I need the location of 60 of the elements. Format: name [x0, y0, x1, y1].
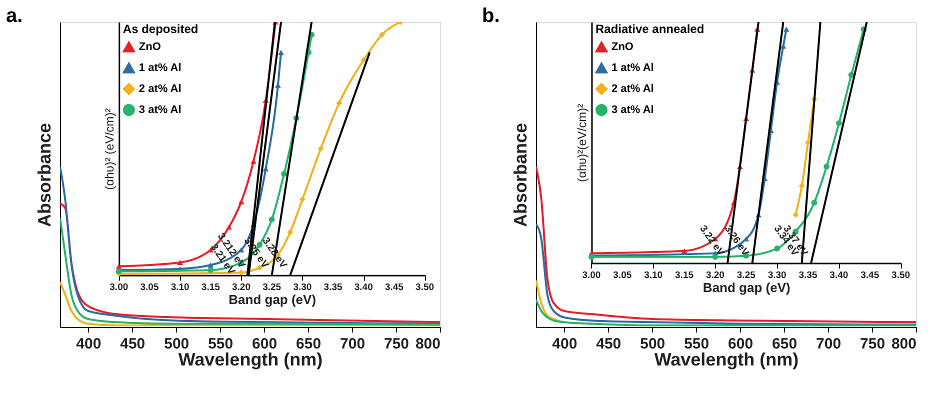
y-axis-title: (αhυ)²(eV/cm)²	[574, 104, 589, 182]
x-tick-label: 750	[860, 336, 886, 352]
x-tick-label: 3.00	[582, 270, 601, 281]
chart-title: a.	[6, 5, 23, 27]
x-tick-label: 550	[208, 336, 234, 352]
x-tick-label: 3.20	[232, 282, 251, 294]
chart-title: b.	[482, 5, 500, 27]
x-tick-label: 600	[252, 336, 278, 352]
x-tick-label: 3.20	[706, 270, 724, 281]
x-tick-label: 700	[340, 336, 366, 352]
x-tick-label: 500	[164, 336, 190, 352]
x-tick-label: 3.40	[354, 282, 373, 294]
x-axis-title: Wavelength (nm)	[654, 350, 799, 370]
x-tick-label: 3.00	[110, 282, 128, 294]
x-tick-label: 650	[296, 336, 322, 352]
legend-label: ZnO	[138, 41, 162, 53]
x-tick-label: 3.30	[293, 282, 312, 294]
x-tick-label: 3.25	[262, 282, 282, 294]
legend-label: 2 at% Al	[611, 83, 654, 95]
y-axis-title: Absorbance	[34, 122, 54, 228]
x-tick-label: 3.45	[860, 270, 880, 281]
x-tick-label: 3.50	[416, 282, 434, 294]
legend-label: 1 at% Al	[138, 62, 182, 74]
legend-title: Radiative annealed	[595, 22, 704, 36]
x-tick-label: 3.10	[170, 282, 190, 294]
x-tick-label: 500	[640, 336, 666, 352]
x-tick-label: 3.10	[644, 270, 663, 281]
x-tick-label: 750	[384, 336, 410, 352]
x-tick-label: 3.35	[798, 270, 818, 281]
x-tick-label: 400	[552, 336, 578, 352]
x-tick-label: 3.30	[768, 270, 786, 281]
legend-label: 1 at% Al	[611, 62, 654, 74]
legend-title: As deposited	[122, 22, 198, 36]
x-tick-label: 3.35	[324, 282, 343, 294]
x-tick-label: 400	[76, 336, 102, 352]
x-tick-label: 3.40	[830, 270, 848, 281]
legend-label: ZnO	[611, 41, 634, 53]
x-axis-title: Band gap (eV)	[702, 280, 790, 295]
x-tick-label: 3.15	[201, 282, 221, 294]
x-tick-label: 3.50	[892, 270, 910, 281]
x-tick-label: 800	[415, 336, 440, 352]
x-tick-label: 650	[772, 336, 798, 352]
x-tick-label: 3.45	[384, 282, 404, 294]
x-tick-label: 700	[816, 336, 842, 352]
legend-label: 3 at% Al	[611, 104, 654, 116]
x-tick-label: 800	[891, 336, 916, 352]
x-tick-label: 450	[596, 336, 622, 352]
x-tick-label: 450	[120, 336, 146, 352]
x-tick-label: 600	[728, 336, 754, 352]
x-axis-title: Wavelength (nm)	[178, 350, 323, 370]
y-axis-title: Absorbance	[510, 122, 530, 228]
x-tick-label: 3.05	[613, 270, 632, 281]
x-tick-label: 3.15	[675, 270, 694, 281]
legend-label: 2 at% Al	[138, 83, 182, 95]
legend-label: 3 at% Al	[138, 104, 182, 116]
y-axis-title: (αhυ)² (eV/cm)²	[102, 108, 116, 190]
x-tick-label: 550	[684, 336, 710, 352]
x-axis-title: Band gap (eV)	[228, 292, 316, 308]
x-tick-label: 3.25	[736, 270, 756, 281]
x-tick-label: 3.05	[140, 282, 160, 294]
